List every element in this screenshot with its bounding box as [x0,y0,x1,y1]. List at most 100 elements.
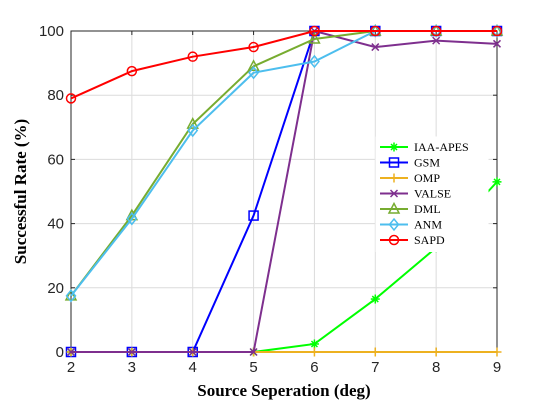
series-sapd [65,25,503,104]
data-point [248,41,259,53]
data-point-shape [370,25,381,37]
axis-ticks: 2 3 4 5 6 7 8 9 0 20 40 60 80 100 [39,23,501,376]
data-point-shape [126,65,138,77]
legend-label: ANM [414,218,442,232]
data-point [371,43,380,52]
legend-label: SAPD [414,233,445,247]
legend-item: ANM [380,218,442,232]
data-point [370,294,380,304]
data-point-shape [188,347,197,357]
data-point-shape [491,25,503,37]
data-point [66,347,76,357]
data-point [308,54,320,69]
series-layer [64,23,504,358]
data-point-shape [371,43,380,52]
data-point [430,25,442,37]
data-point [126,65,138,77]
y-tick-label: 40 [47,216,64,233]
x-tick-label: 4 [189,359,197,376]
data-point [248,210,259,221]
data-point-shape [492,39,502,48]
data-point-shape [249,347,258,357]
y-tick-label: 20 [47,280,64,297]
data-point [186,116,199,129]
data-point [491,24,503,38]
legend-marker [388,217,400,232]
data-point [431,347,441,357]
legend-marker [387,201,401,214]
legend-marker [388,234,400,246]
data-point-shape [432,36,441,45]
data-point [492,39,502,48]
legend-item: OMP [380,171,440,185]
data-point-shape [65,93,77,104]
series-line [71,29,498,353]
data-point-shape [308,31,321,44]
x-tick-label: 9 [493,359,501,376]
legend-marker-shape [390,143,398,151]
data-point [187,123,199,138]
data-point [249,347,258,357]
data-point [370,25,381,37]
data-point [309,25,320,37]
data-point-shape [247,59,260,72]
legend-label: VALSE [414,187,451,201]
x-tick-label: 8 [432,359,440,376]
legend-item: GSM [380,156,440,170]
data-point-shape [127,347,136,357]
x-tick-label: 5 [249,359,257,376]
data-point-shape [187,51,198,62]
data-point [492,177,502,187]
data-point-shape [65,289,77,303]
y-axis-label: Successful Rate (%) [11,119,30,264]
data-point-shape [371,295,379,303]
data-point [308,31,321,44]
x-tick-label: 3 [128,359,136,376]
data-point-shape [491,24,503,38]
data-point-shape [308,54,320,69]
y-tick-label: 60 [47,151,64,168]
legend-marker [389,142,399,152]
legend-marker-shape [388,217,400,232]
data-point-shape [309,25,320,37]
data-point-shape [310,340,318,348]
series-valse [66,26,502,357]
legend-item: DML [380,201,441,216]
data-point-shape [493,178,501,186]
data-point [492,347,502,357]
data-point [430,24,442,38]
y-tick-label: 0 [56,344,64,361]
data-point [370,347,380,357]
legend-label: DML [414,202,441,216]
x-axis-label: Source Seperation (deg) [197,381,370,400]
legend-label: OMP [414,171,440,185]
legend-item: IAA-APES [380,140,469,154]
data-point [309,339,319,349]
data-point [187,51,198,62]
data-point-shape [248,210,259,221]
legend-marker [388,157,400,168]
y-tick-label: 80 [47,87,64,104]
y-tick-label: 100 [39,23,64,40]
legend-marker-shape [388,157,400,168]
data-point [65,289,77,303]
legend-marker-shape [389,189,399,198]
legend-marker-shape [388,234,400,246]
data-point [248,66,260,80]
data-point-shape [66,347,76,357]
data-point [188,347,197,357]
legend-marker [389,173,399,183]
data-point [491,25,503,37]
x-tick-label: 6 [310,359,318,376]
legend-item: SAPD [380,233,445,247]
data-point-shape [64,288,78,301]
legend-marker [389,189,399,198]
legend-label: IAA-APES [414,140,469,154]
legend-label: GSM [414,156,440,170]
legend-item: VALSE [380,187,451,201]
data-point [247,59,260,72]
series-line [70,30,497,100]
data-point-shape [187,123,199,138]
